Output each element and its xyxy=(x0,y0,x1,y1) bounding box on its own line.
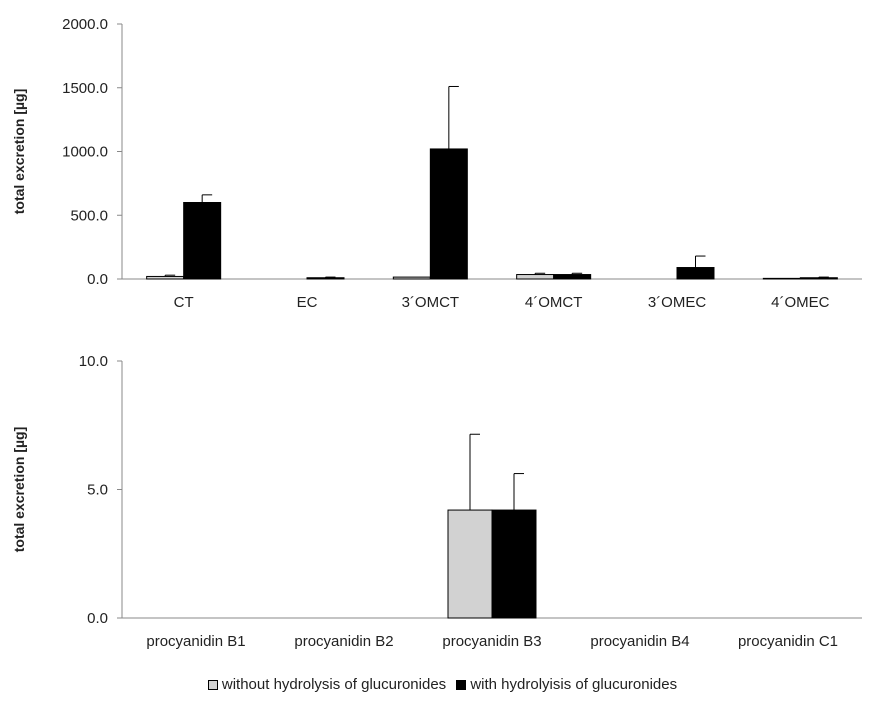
top-category-label: CT xyxy=(174,294,194,311)
top-category-label: EC xyxy=(297,294,318,311)
bottom-bar-with xyxy=(491,509,537,619)
legend-swatch-without xyxy=(207,679,218,690)
top-bar-with xyxy=(799,277,838,280)
legend-item-without: without hydrolysis of glucuronides xyxy=(207,676,447,693)
bottom-y-tick-label: 10.0 xyxy=(79,353,108,370)
top-y-axis-title: total excretion [µg] xyxy=(11,89,27,215)
legend-label-with: with hydrolyisis of glucuronides xyxy=(470,676,678,693)
top-bar-with xyxy=(676,267,715,280)
legend-swatch-with xyxy=(456,679,467,690)
bottom-bar-without xyxy=(447,509,493,619)
top-bar-with xyxy=(306,277,345,280)
top-category-label: 3´OMCT xyxy=(402,294,460,311)
bottom-y-tick-label: 5.0 xyxy=(87,482,108,499)
bottom-y-axis-title: total excretion [µg] xyxy=(11,427,27,553)
top-y-tick-label: 0.0 xyxy=(87,271,108,288)
top-category-label: 4´OMEC xyxy=(771,294,830,311)
top-bar-without xyxy=(146,275,185,280)
top-y-tick-label: 1500.0 xyxy=(62,80,108,97)
top-bar-without xyxy=(392,276,431,280)
legend-item-with: with hydrolyisis of glucuronides xyxy=(456,676,677,693)
top-bar-with xyxy=(183,202,222,280)
legend: without hydrolysis of glucuronides with … xyxy=(0,676,885,694)
bottom-y-tick-label: 0.0 xyxy=(87,610,108,627)
top-y-tick-label: 500.0 xyxy=(70,207,108,224)
bottom-category-label: procyanidin B1 xyxy=(146,633,245,650)
bottom-category-label: procyanidin C1 xyxy=(738,633,838,650)
bottom-category-label: procyanidin B3 xyxy=(442,633,541,650)
top-bar-without xyxy=(762,277,801,280)
top-category-label: 4´OMCT xyxy=(525,294,583,311)
legend-label-without: without hydrolysis of glucuronides xyxy=(221,676,447,693)
top-y-tick-label: 1000.0 xyxy=(62,144,108,161)
top-bar-with xyxy=(429,148,468,280)
top-category-label: 3´OMEC xyxy=(648,294,707,311)
bottom-category-label: procyanidin B2 xyxy=(294,633,393,650)
bottom-category-label: procyanidin B4 xyxy=(590,633,689,650)
top-bar-without xyxy=(516,274,555,280)
top-bar-with xyxy=(553,274,592,280)
top-y-tick-label: 2000.0 xyxy=(62,16,108,33)
